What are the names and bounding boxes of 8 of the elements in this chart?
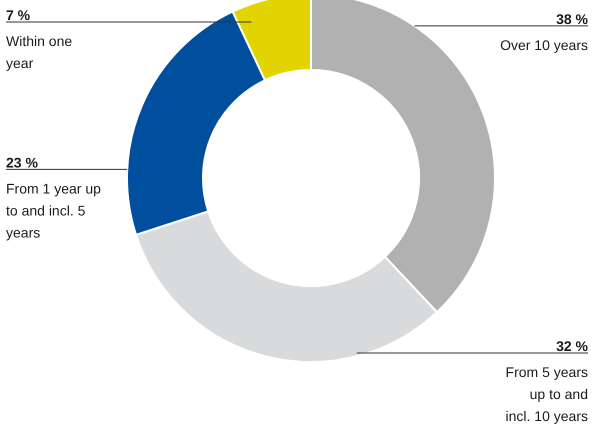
data-label: 32 % [556, 338, 589, 354]
slice-label: From 1 year up to and incl. 5 years [6, 180, 102, 240]
data-label: 7 % [6, 7, 31, 23]
data-label: 38 % [556, 10, 589, 27]
data-label: 23 % [6, 154, 38, 170]
slice-label: From 5 years up to and incl. 10 years [506, 364, 588, 424]
slice-label: Within one year [6, 33, 72, 71]
slice-label: Over 10 years [500, 36, 588, 53]
